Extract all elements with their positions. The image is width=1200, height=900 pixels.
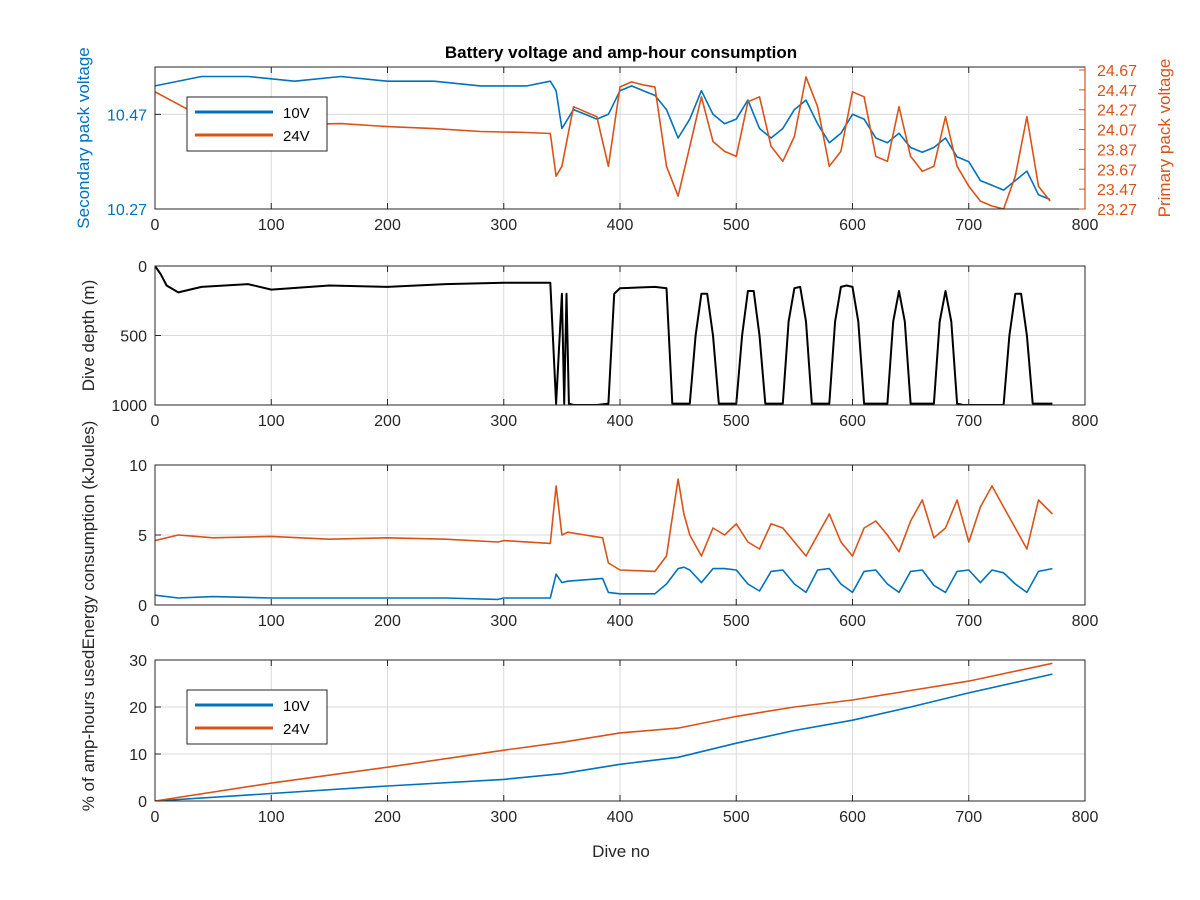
series-line-10v [155,673,1053,801]
x-tick-label: 500 [723,413,750,430]
y-tick-label-right: 24.27 [1097,103,1137,120]
series-line-10v [155,75,1051,201]
x-tick-label: 600 [839,613,866,630]
panel-2: 0 100 200 300 400 500 600 700 800 0 500 1000 Dive de… [79,259,1098,430]
legend-label: 10V [283,105,310,122]
panel-1: 0 100 200 300 400 500 600 700 800 10.27 10.47 23.27… [74,47,1174,234]
x-tick-label: 600 [839,413,866,430]
x-tick-label: 0 [151,217,160,234]
x-tick-label: 300 [490,413,517,430]
x-tick-label: 700 [955,613,982,630]
y-axis-label: % of amp-hours used [79,650,98,812]
panel-4: 0 100 200 300 400 500 600 700 800 0 10 20 30 % of amp… [79,650,1098,826]
y-tick-label: 1000 [111,398,147,415]
y-tick-label: 0 [138,598,147,615]
x-tick-label: 600 [839,809,866,826]
y-tick-label: 10.27 [107,202,147,219]
x-tick-label: 0 [151,613,160,630]
x-tick-label: 400 [607,613,634,630]
x-tick-label: 500 [723,217,750,234]
y-tick-label-right: 24.67 [1097,63,1137,80]
legend-box [186,96,328,152]
figure-title: Battery voltage and amp-hour consumption [445,43,797,62]
x-axis-label: Dive no [592,842,650,861]
x-tick-label: 700 [955,809,982,826]
y-tick-label: 10.47 [107,107,147,124]
x-tick-label: 200 [374,613,401,630]
legend-box [186,689,328,745]
y-tick-label: 20 [129,700,147,717]
y-tick-label: 10 [129,747,147,764]
y-tick-label-right: 24.47 [1097,83,1137,100]
y-tick-label: 30 [129,653,147,670]
series-line-black [155,266,1053,405]
y-axis-label: Secondary pack voltage [74,47,93,228]
y-axis-label-right: Primary pack voltage [1155,59,1174,218]
legend-label: 24V [283,721,310,738]
series-line-orange [155,478,1053,573]
y-tick-label: 10 [129,458,147,475]
series-line-24v [155,76,1051,209]
y-tick-label: 0 [138,259,147,276]
panel-3: 0 100 200 300 400 500 600 700 800 0 5 10 Energy cons… [79,421,1098,650]
x-tick-label: 800 [1072,613,1099,630]
y-tick-label-right: 23.47 [1097,182,1137,199]
legend-label: 10V [283,698,310,715]
x-tick-label: 0 [151,809,160,826]
x-tick-label: 100 [258,217,285,234]
y-tick-label: 0 [138,794,147,811]
x-tick-label: 300 [490,613,517,630]
y-tick-label-right: 23.67 [1097,162,1137,179]
x-tick-label: 100 [258,413,285,430]
y-tick-label: 500 [120,329,147,346]
series-line-blue [155,566,1053,601]
x-tick-label: 200 [374,413,401,430]
x-tick-label: 300 [490,809,517,826]
x-tick-label: 300 [490,217,517,234]
y-axis-label: Energy consumption (kJoules) [79,421,98,650]
x-tick-label: 200 [374,217,401,234]
x-tick-label: 400 [607,413,634,430]
x-tick-label: 0 [151,413,160,430]
x-tick-label: 700 [955,217,982,234]
x-tick-label: 100 [258,809,285,826]
y-axis-label: Dive depth (m) [79,280,98,391]
y-tick-label-right: 23.27 [1097,202,1137,219]
x-tick-label: 600 [839,217,866,234]
x-tick-label: 100 [258,613,285,630]
y-tick-label-right: 24.07 [1097,123,1137,140]
panels: 0 100 200 300 400 500 600 700 80010.2710.4723.27… [74,47,1174,826]
y-tick-label-right: 23.87 [1097,142,1137,159]
x-tick-label: 800 [1072,217,1099,234]
series-line-24v [155,662,1053,801]
x-tick-label: 700 [955,413,982,430]
x-tick-label: 400 [607,809,634,826]
x-tick-label: 200 [374,809,401,826]
legend-label: 24V [283,128,310,145]
x-tick-label: 500 [723,613,750,630]
y-tick-label: 5 [138,528,147,545]
x-tick-label: 800 [1072,809,1099,826]
x-tick-label: 500 [723,809,750,826]
x-tick-label: 800 [1072,413,1099,430]
x-tick-label: 400 [607,217,634,234]
